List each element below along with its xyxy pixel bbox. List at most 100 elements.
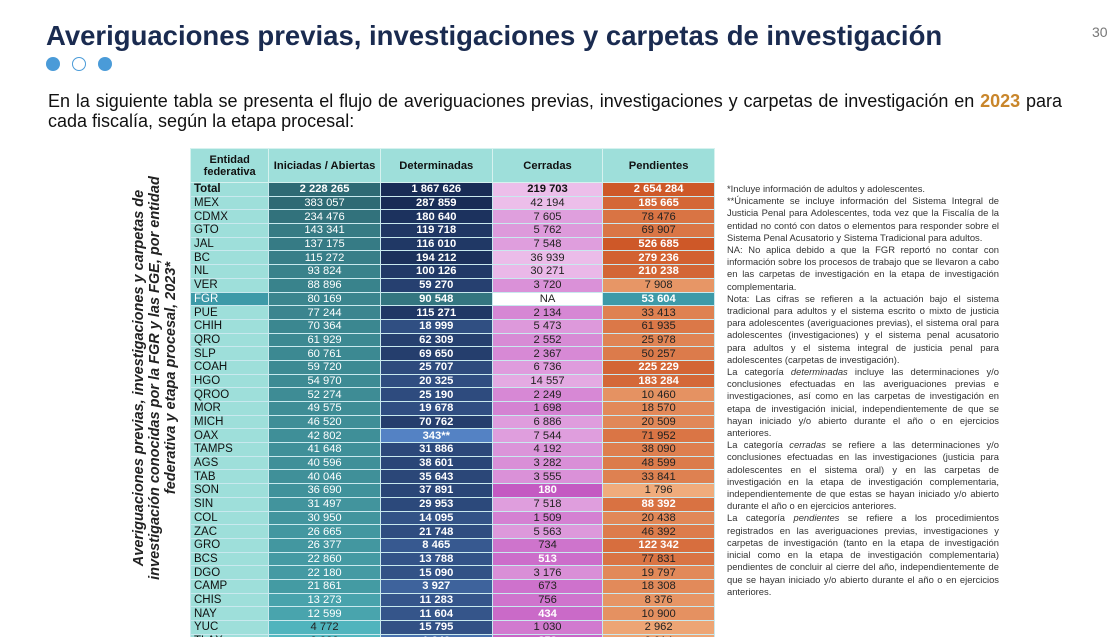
intro-text-part: para cada fiscalía, según la etapa proce… (48, 91, 1063, 131)
data-table: Entidad federativa Iniciadas / Abiertas De… (189, 148, 715, 637)
intro-year: 2023 (980, 91, 1021, 111)
page-number: 30 (1092, 24, 1108, 40)
value-cell: 69 650 (379, 346, 493, 361)
value-cell: 29 953 (379, 496, 493, 512)
value-cell: 20 509 (602, 414, 715, 430)
column-header: Pendientes (602, 148, 715, 183)
value-cell: 46 520 (268, 414, 381, 430)
value-cell: 22 860 (268, 551, 381, 567)
value-cell: 1 796 (602, 483, 715, 498)
entity-cell: HGO (189, 373, 270, 389)
value-cell: 287 859 (379, 195, 493, 211)
value-cell: 71 952 (602, 428, 715, 444)
value-cell: 8 465 (379, 537, 493, 553)
entity-cell: JAL (189, 236, 270, 252)
entity-cell: COAH (189, 359, 270, 375)
table-row: TLAX3 8821 2403532 914 (189, 633, 715, 637)
intro-text: En la siguiente tabla se presenta el flu… (48, 91, 1062, 131)
value-cell: 15 090 (379, 565, 493, 580)
value-cell: 22 180 (268, 565, 381, 580)
value-cell: 7 518 (491, 496, 604, 512)
entity-cell: CHIS (189, 592, 270, 608)
value-cell: 143 341 (268, 223, 381, 238)
value-cell: 60 761 (268, 346, 381, 361)
value-cell: 15 795 (379, 620, 493, 635)
table-row: SLP 60 761 69 650 2 367 50 257 (189, 346, 715, 361)
value-cell: 3 927 (379, 578, 493, 594)
dot-icon (46, 57, 60, 71)
value-cell: 40 596 (268, 455, 381, 471)
table-row: MICH 46 520 70 762 6 886 20 509 (189, 414, 715, 430)
value-cell: 35 643 (379, 469, 493, 485)
entity-cell: TAB (189, 469, 270, 485)
value-cell: 21 861 (268, 578, 381, 594)
value-cell: 3 282 (491, 455, 604, 471)
value-cell: 513 (491, 551, 604, 567)
table-row: YUC 4 772 15 795 1 030 2 962 (189, 620, 715, 635)
entity-cell: ZAC (189, 524, 270, 539)
value-cell: 5 762 (491, 223, 604, 238)
column-header: Determinadas (379, 148, 493, 183)
value-cell: 13 788 (379, 551, 493, 567)
value-cell: 2 552 (491, 332, 604, 348)
table-row: FGR 80 169 90 548 NA 53 604 (189, 291, 715, 307)
entity-cell: OAX (189, 428, 270, 444)
value-cell: 46 392 (602, 524, 715, 539)
value-cell: 194 212 (379, 250, 493, 266)
entity-cell: BC (189, 250, 270, 266)
value-cell: 77 244 (268, 305, 381, 320)
value-cell: 25 190 (379, 387, 493, 402)
value-cell: 88 896 (268, 277, 381, 293)
value-cell: 279 236 (602, 250, 715, 266)
value-cell: 343** (379, 428, 493, 444)
table-notes: *Incluye información de adultos y adoles… (727, 183, 999, 598)
table-row: NAY 12 599 11 604 434 10 900 (189, 606, 715, 621)
table-row: COL 30 950 14 095 1 509 20 438 (189, 510, 715, 526)
value-cell: 116 010 (379, 236, 493, 252)
entity-cell: NL (189, 264, 270, 279)
table-row: PUE 77 244 115 271 2 134 33 413 (189, 305, 715, 320)
value-cell: 2 249 (491, 387, 604, 402)
entity-cell: Total (189, 182, 270, 197)
value-cell: 21 748 (379, 524, 493, 539)
value-cell: 42 802 (268, 428, 381, 444)
value-cell: 6 886 (491, 414, 604, 430)
value-cell: 25 978 (602, 332, 715, 348)
value-cell: 31 886 (379, 442, 493, 457)
caption-line: Averiguaciones previas, investigaciones … (131, 189, 147, 567)
value-cell: 2 962 (602, 620, 715, 635)
column-header: Iniciadas / Abiertas (268, 148, 381, 183)
note: NA: No aplica debido a que la FGR report… (727, 244, 999, 292)
value-cell: 234 476 (268, 209, 381, 225)
value-cell: 93 824 (268, 264, 381, 279)
table-row: DGO 22 180 15 090 3 176 19 797 (189, 565, 715, 580)
table-row: BCS 22 860 13 788 513 77 831 (189, 551, 715, 567)
value-cell: 756 (491, 592, 604, 608)
entity-cell: GTO (189, 223, 270, 238)
table-row: HGO 54 970 20 325 14 557 183 284 (189, 373, 715, 389)
value-cell: 36 690 (268, 483, 381, 498)
value-cell: 353 (491, 633, 604, 637)
value-cell: 2 134 (491, 305, 604, 320)
table-row: CHIS 13 273 11 283 756 8 376 (189, 592, 715, 608)
value-cell: 38 090 (602, 442, 715, 457)
table-row: GRO 26 377 8 465 734 122 342 (189, 537, 715, 553)
table-row: OAX 42 802 343** 7 544 71 952 (189, 428, 715, 444)
value-cell: 77 831 (602, 551, 715, 567)
entity-cell: SON (189, 483, 270, 498)
entity-cell: NAY (189, 606, 270, 621)
table-row: TAMPS 41 648 31 886 4 192 38 090 (189, 442, 715, 457)
entity-cell: PUE (189, 305, 270, 320)
value-cell: 1 698 (491, 401, 604, 416)
column-header: Entidad federativa (189, 148, 270, 183)
value-cell: 6 736 (491, 359, 604, 375)
value-cell: 30 950 (268, 510, 381, 526)
value-cell: 115 271 (379, 305, 493, 320)
note: **Únicamente se incluye información del … (727, 195, 999, 243)
table-row: JAL 137 175 116 010 7 548 526 685 (189, 236, 715, 252)
value-cell: 70 762 (379, 414, 493, 430)
entity-cell: BCS (189, 551, 270, 567)
entity-cell: CDMX (189, 209, 270, 225)
intro-text-part: En la siguiente tabla se presenta el flu… (48, 91, 981, 111)
entity-cell: QROO (189, 387, 270, 402)
